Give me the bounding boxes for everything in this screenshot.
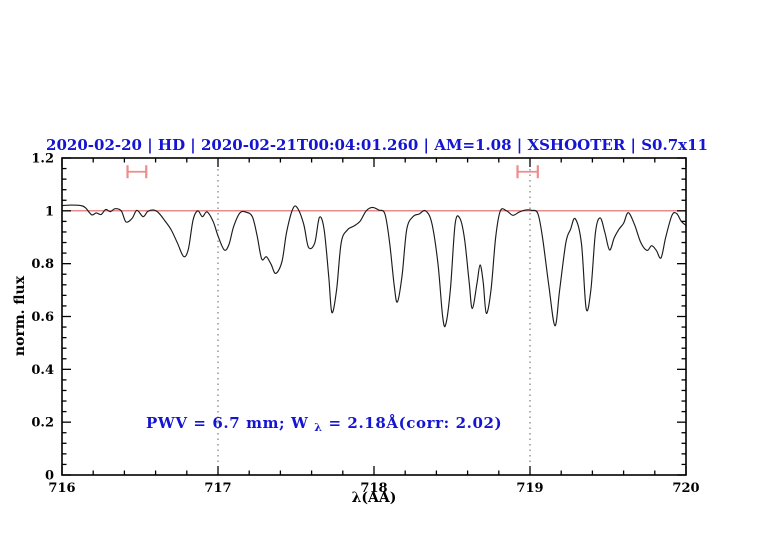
y-tick-label: 0 <box>45 469 54 484</box>
y-tick-label: 0.2 <box>31 416 54 431</box>
plot-area: 716 717 718 719 720 0 0.2 0.4 0.6 0.8 1 1.2 <box>31 152 699 497</box>
x-tick-label: 719 <box>516 481 543 496</box>
x-axis-label: λ(AA) <box>352 490 397 506</box>
y-tick-label: 0.8 <box>31 257 54 272</box>
x-tick-label: 717 <box>204 481 231 496</box>
pwv-annotation: PWV = 6.7 mm; W λ = 2.18Å(corr: 2.02) <box>146 414 502 435</box>
y-tick-label: 0.4 <box>31 363 54 378</box>
spectrum-line <box>61 204 687 328</box>
x-tick-label: 718 <box>360 481 387 496</box>
pwv-annotation-lambda-subscript: λ <box>314 421 322 434</box>
y-tick-label: 1 <box>45 204 54 219</box>
x-tick-label: 720 <box>672 481 699 496</box>
figure-title: 2020-02-20 | HD | 2020-02-21T00:04:01.26… <box>46 136 708 154</box>
pwv-annotation-suffix: = 2.18Å(corr: 2.02) <box>328 414 502 432</box>
y-axis-label: norm. flux <box>12 275 28 356</box>
y-tick-label: 1.2 <box>31 152 54 167</box>
x-tick-label: 716 <box>48 481 75 496</box>
y-tick-label: 0.6 <box>31 310 54 325</box>
pwv-annotation-prefix: PWV = 6.7 mm; W <box>146 414 309 432</box>
